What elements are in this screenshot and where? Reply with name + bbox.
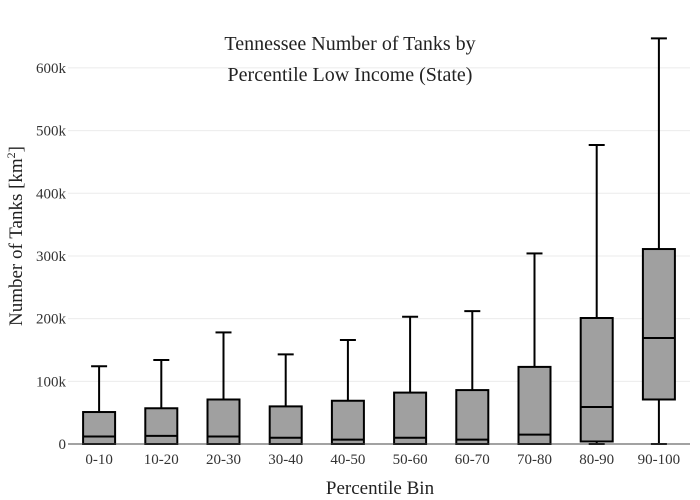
box (517, 365, 552, 445)
x-axis-title: Percentile Bin (326, 478, 435, 499)
x-tick-label: 50-60 (393, 452, 428, 468)
x-tick-label: 20-30 (206, 452, 241, 468)
box-group (579, 143, 614, 445)
y-tick-label: 400k (36, 186, 67, 202)
y-tick-label: 600k (36, 61, 67, 77)
box (641, 248, 676, 401)
x-tick-label: 40-50 (330, 452, 365, 468)
box (579, 317, 614, 443)
box-group (641, 37, 676, 445)
box-group (82, 365, 117, 445)
y-axis-title-close: ] (6, 146, 27, 152)
x-tick-label: 80-90 (579, 452, 614, 468)
box-group (455, 310, 490, 445)
box (330, 399, 365, 446)
boxes (82, 37, 676, 446)
x-tick-label: 30-40 (268, 452, 303, 468)
box-group (144, 359, 179, 445)
x-tick-label: 10-20 (144, 452, 179, 468)
box-group (393, 315, 428, 445)
x-tick-label: 0-10 (85, 452, 113, 468)
y-tick-label: 0 (59, 437, 67, 453)
box (144, 407, 179, 445)
box (82, 411, 117, 445)
y-tick-label: 300k (36, 249, 67, 265)
y-tick-labels: 0 100k 200k 300k 400k 500k 600k (36, 61, 67, 453)
x-tick-label: 70-80 (517, 452, 552, 468)
y-tick-label: 500k (36, 124, 67, 140)
box-group (330, 338, 365, 446)
y-axis-title-main: Number of Tanks [km (6, 158, 27, 326)
x-tick-label: 90-100 (638, 452, 681, 468)
x-tick-labels: 0-10 10-20 20-30 30-40 40-50 50-60 60-70 70-80 8… (85, 452, 680, 468)
y-axis-title: Number of Tanks [km2] (4, 146, 27, 326)
box-group (206, 331, 241, 445)
box-group (517, 252, 552, 445)
box (393, 391, 428, 445)
y-tick-label: 100k (36, 374, 67, 390)
box (455, 389, 490, 445)
y-axis-title-superscript: 2 (4, 152, 18, 158)
y-tick-label: 200k (36, 312, 67, 328)
x-tick-label: 60-70 (455, 452, 490, 468)
chart-title-line-1: Tennessee Number of Tanks by (224, 33, 475, 55)
chart-title-line-2: Percentile Low Income (State) (228, 64, 473, 86)
box-group (268, 353, 303, 445)
